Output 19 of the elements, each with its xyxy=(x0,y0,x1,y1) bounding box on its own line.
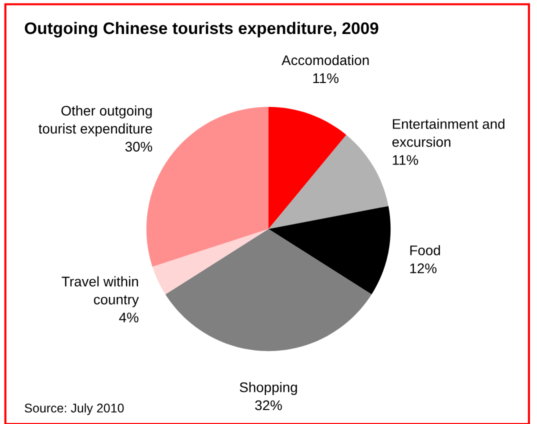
data-label: 32% xyxy=(255,400,282,410)
pie-slice xyxy=(268,206,391,294)
slice-label: Accomodation xyxy=(282,54,369,66)
data-label: 11% xyxy=(392,155,418,165)
data-label: 12% xyxy=(410,263,437,274)
data-label: 30% xyxy=(125,142,152,152)
slice-label: Other outgoing tourist expenditure xyxy=(38,105,152,136)
source-note: Source: July 2010 xyxy=(24,403,124,415)
data-label: 4% xyxy=(119,312,138,322)
slice-label: Shopping xyxy=(240,382,297,395)
pie-slice xyxy=(268,134,388,229)
chart-title: Outgoing Chinese tourists expenditure, 2009 xyxy=(24,22,378,38)
slice-label: Travel within country xyxy=(62,276,139,308)
slice-label: Food xyxy=(410,245,440,256)
pie-slice xyxy=(165,228,372,352)
slice-label: Entertainment and excursion xyxy=(392,118,504,147)
pie-slice xyxy=(268,106,346,229)
pie-slice xyxy=(152,228,268,294)
data-label: 11% xyxy=(313,73,338,84)
